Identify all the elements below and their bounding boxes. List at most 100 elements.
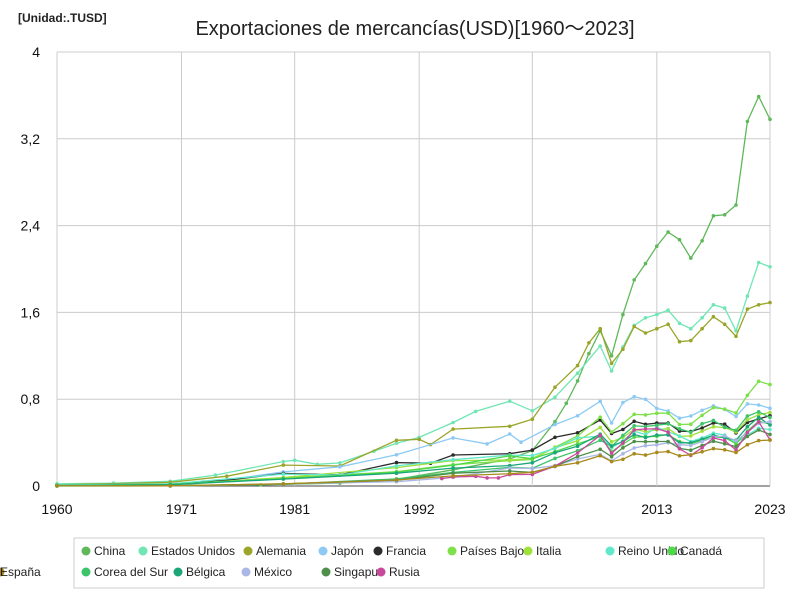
data-point bbox=[745, 393, 750, 398]
data-point bbox=[768, 382, 772, 387]
data-point bbox=[451, 463, 455, 468]
data-point bbox=[745, 424, 750, 429]
data-point bbox=[711, 418, 716, 423]
data-point bbox=[530, 448, 535, 452]
data-point bbox=[632, 278, 636, 282]
data-point bbox=[451, 471, 455, 476]
data-point bbox=[655, 244, 659, 248]
legend-swatch bbox=[605, 546, 615, 556]
data-point bbox=[553, 395, 557, 400]
data-point bbox=[338, 461, 342, 465]
legend-item: Alemania bbox=[243, 544, 306, 558]
x-tick-label: 2013 bbox=[641, 501, 672, 517]
data-point bbox=[689, 326, 693, 331]
data-point bbox=[519, 440, 523, 445]
data-point bbox=[225, 474, 229, 479]
data-point bbox=[677, 454, 682, 458]
y-tick-label: 3,2 bbox=[21, 131, 41, 147]
data-point bbox=[394, 471, 399, 476]
legend-swatch bbox=[243, 546, 253, 556]
data-point bbox=[55, 484, 59, 488]
data-point bbox=[768, 117, 772, 122]
chart-title: Exportaciones de mercancías(USD)[1960～20… bbox=[195, 18, 634, 40]
data-point bbox=[666, 430, 670, 434]
data-point bbox=[598, 447, 602, 452]
data-point bbox=[722, 213, 727, 217]
data-point bbox=[700, 413, 704, 418]
data-point bbox=[507, 424, 512, 429]
data-point bbox=[530, 460, 535, 465]
data-point bbox=[553, 456, 557, 461]
legend-swatch bbox=[373, 546, 383, 556]
data-point bbox=[768, 438, 772, 442]
data-point bbox=[768, 415, 772, 420]
data-point bbox=[632, 324, 636, 329]
legend-label: Canadá bbox=[680, 544, 722, 558]
data-point bbox=[734, 450, 738, 455]
legend-item: Rusia bbox=[376, 565, 420, 579]
data-point bbox=[655, 423, 659, 428]
data-point bbox=[575, 454, 580, 459]
data-point bbox=[394, 441, 399, 446]
data-point bbox=[643, 424, 648, 429]
data-point bbox=[756, 420, 761, 424]
data-point bbox=[734, 439, 738, 443]
data-point bbox=[711, 214, 716, 218]
legend-item: Japón bbox=[318, 544, 364, 558]
data-point bbox=[711, 424, 716, 429]
data-point bbox=[677, 442, 682, 447]
data-point bbox=[768, 419, 772, 424]
data-point bbox=[485, 476, 489, 480]
series bbox=[55, 438, 772, 488]
data-point bbox=[643, 429, 648, 434]
data-point bbox=[507, 432, 512, 436]
data-point bbox=[745, 418, 750, 422]
data-point bbox=[655, 433, 659, 437]
data-point bbox=[711, 303, 716, 307]
series-group bbox=[55, 94, 772, 488]
data-point bbox=[756, 94, 761, 99]
data-point bbox=[609, 444, 614, 448]
legend-item: Reino Unido bbox=[605, 544, 684, 558]
data-point bbox=[745, 307, 750, 311]
legend-item: Países Bajos bbox=[447, 544, 530, 558]
legend-item: Italia bbox=[523, 544, 562, 558]
data-point bbox=[734, 448, 738, 452]
data-point bbox=[587, 341, 591, 345]
data-point bbox=[722, 407, 727, 411]
data-point bbox=[553, 450, 557, 455]
data-point bbox=[621, 427, 625, 432]
data-point bbox=[632, 424, 636, 428]
legend-swatch bbox=[173, 567, 183, 577]
data-point bbox=[575, 439, 580, 443]
legend: China Estados Unidos Alemania Japón Francia P… bbox=[0, 537, 765, 589]
data-point bbox=[677, 321, 682, 326]
data-point bbox=[553, 435, 557, 440]
data-point bbox=[677, 447, 682, 451]
data-point bbox=[598, 344, 602, 348]
legend-swatch bbox=[138, 546, 148, 556]
data-point bbox=[575, 363, 580, 368]
data-point bbox=[609, 430, 614, 434]
data-point bbox=[677, 416, 682, 421]
data-point bbox=[756, 403, 761, 407]
data-point bbox=[632, 435, 636, 439]
legend-swatch bbox=[318, 546, 328, 556]
data-point bbox=[700, 408, 704, 413]
data-point bbox=[666, 439, 670, 444]
data-point bbox=[394, 460, 399, 465]
data-point bbox=[689, 422, 693, 427]
data-point bbox=[575, 436, 580, 440]
data-point bbox=[677, 422, 682, 427]
data-point bbox=[632, 451, 636, 456]
data-point bbox=[281, 477, 286, 481]
data-point bbox=[621, 457, 625, 462]
data-point bbox=[598, 399, 602, 404]
data-point bbox=[643, 427, 648, 431]
data-point bbox=[530, 466, 535, 471]
data-point bbox=[473, 409, 478, 414]
data-point bbox=[768, 427, 772, 432]
y-tick-label: 1,6 bbox=[21, 304, 41, 320]
data-point bbox=[598, 326, 602, 331]
data-point bbox=[643, 443, 648, 448]
